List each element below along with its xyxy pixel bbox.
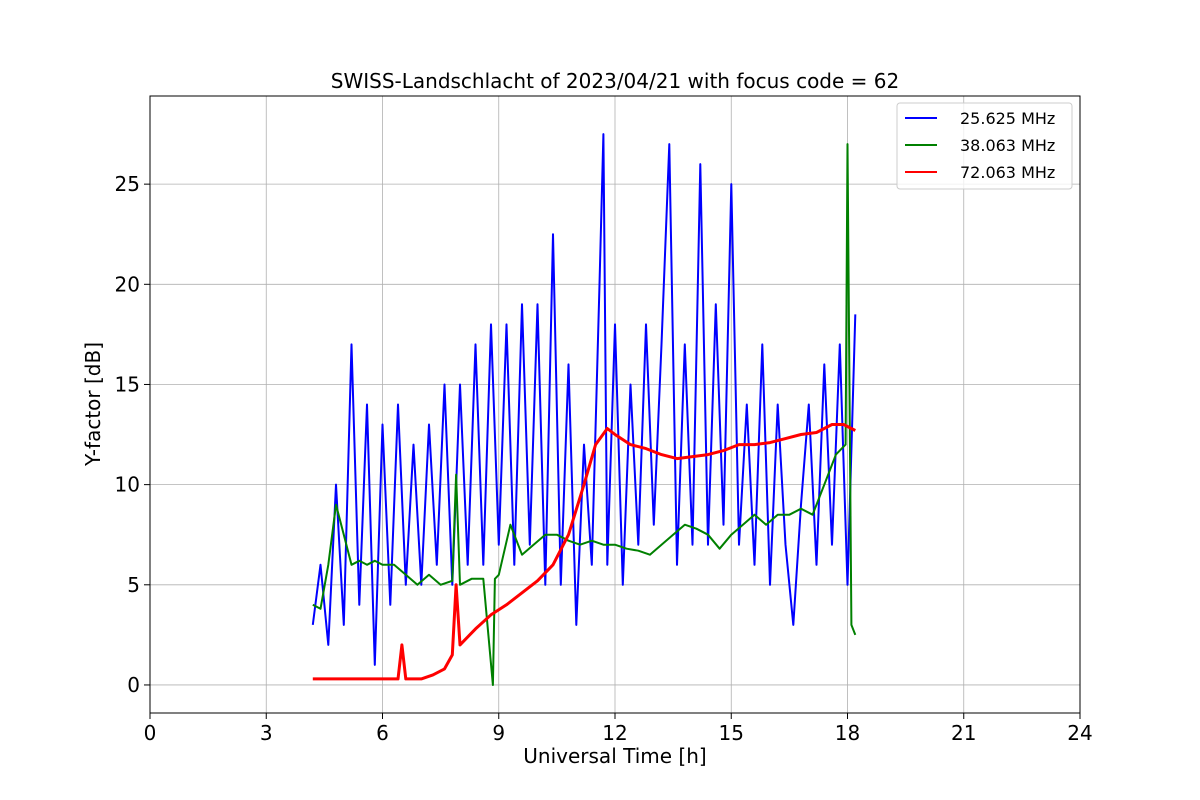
- legend-label-38063: 38.063 MHz: [960, 136, 1055, 155]
- chart-title: SWISS-Landschlacht of 2023/04/21 with fo…: [331, 69, 899, 93]
- legend-box: [896, 102, 1073, 190]
- y-tick-label: 25: [115, 172, 140, 196]
- x-tick-label: 24: [1067, 721, 1092, 745]
- y-tick-label: 0: [127, 673, 140, 697]
- legend: 25.625 MHz 38.063 MHz 72.063 MHz: [896, 102, 1073, 190]
- x-tick-label: 15: [719, 721, 744, 745]
- y-tick-label: 5: [127, 573, 140, 597]
- plot-area: [311, 133, 857, 686]
- legend-label-25625: 25.625 MHz: [960, 109, 1055, 128]
- y-tick-label: 15: [115, 372, 140, 396]
- x-axis-ticks: 0 3 6 9 12 15 18 21 24: [144, 713, 1093, 745]
- y-tick-label: 10: [115, 473, 140, 497]
- x-tick-label: 0: [144, 721, 157, 745]
- x-tick-label: 12: [602, 721, 627, 745]
- y-axis-ticks: 0 5 10 15 20 25: [115, 172, 150, 697]
- series-line-72063: [312, 423, 856, 681]
- x-axis-label: Universal Time [h]: [523, 744, 706, 768]
- series-line-25625: [311, 133, 857, 666]
- y-tick-label: 20: [115, 272, 140, 296]
- x-tick-label: 18: [835, 721, 860, 745]
- series-line-38063: [312, 143, 857, 686]
- x-tick-label: 3: [260, 721, 273, 745]
- x-tick-label: 9: [492, 721, 505, 745]
- x-tick-label: 6: [376, 721, 389, 745]
- legend-label-72063: 72.063 MHz: [960, 163, 1055, 182]
- y-axis-label: Y-factor [dB]: [81, 342, 105, 467]
- x-tick-label: 21: [951, 721, 976, 745]
